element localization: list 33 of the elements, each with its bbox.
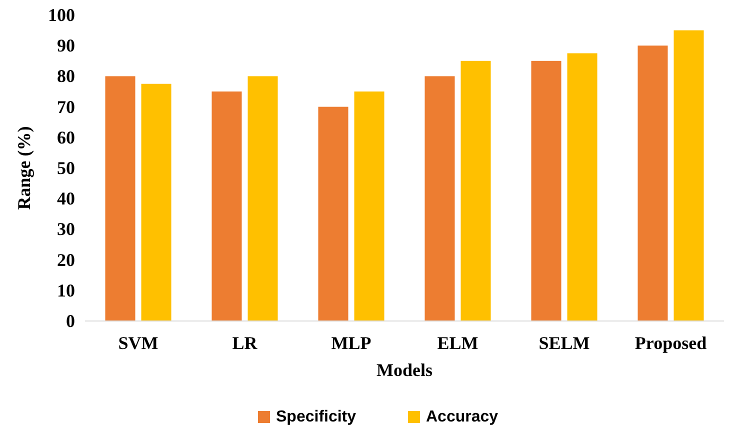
bar bbox=[674, 30, 704, 321]
bar bbox=[354, 92, 384, 321]
bar bbox=[424, 76, 455, 321]
y-tick-label: 70 bbox=[57, 96, 75, 117]
bar bbox=[531, 60, 562, 321]
x-tick-label: Proposed bbox=[634, 333, 707, 353]
bar bbox=[318, 106, 348, 321]
x-tick-label: SVM bbox=[118, 333, 158, 353]
y-tick-label: 30 bbox=[57, 219, 75, 240]
x-tick-label: LR bbox=[232, 333, 258, 353]
y-tick-label: 50 bbox=[57, 158, 75, 178]
y-tick-label: 0 bbox=[66, 311, 75, 331]
y-axis-title: Range (%) bbox=[14, 126, 34, 210]
bar bbox=[141, 84, 172, 321]
x-tick-label: MLP bbox=[331, 333, 372, 353]
y-tick-label: 60 bbox=[57, 127, 75, 148]
bar bbox=[567, 53, 598, 321]
bar bbox=[248, 76, 278, 321]
bar bbox=[638, 46, 668, 321]
y-tick-label: 80 bbox=[57, 66, 75, 86]
x-axis-title: Models bbox=[376, 360, 432, 380]
y-tick-label: 20 bbox=[57, 250, 75, 270]
y-tick-label: 10 bbox=[57, 280, 75, 300]
y-tick-label: 100 bbox=[48, 5, 75, 25]
legend-label: Accuracy bbox=[426, 408, 498, 426]
x-tick-label: SELM bbox=[538, 333, 590, 353]
bar bbox=[105, 76, 136, 321]
bar bbox=[460, 60, 491, 321]
x-tick-label: ELM bbox=[437, 333, 478, 353]
y-tick-label: 40 bbox=[57, 188, 75, 209]
legend-label: Specificity bbox=[276, 408, 356, 426]
y-tick-label: 90 bbox=[57, 36, 75, 56]
bar bbox=[212, 92, 242, 321]
